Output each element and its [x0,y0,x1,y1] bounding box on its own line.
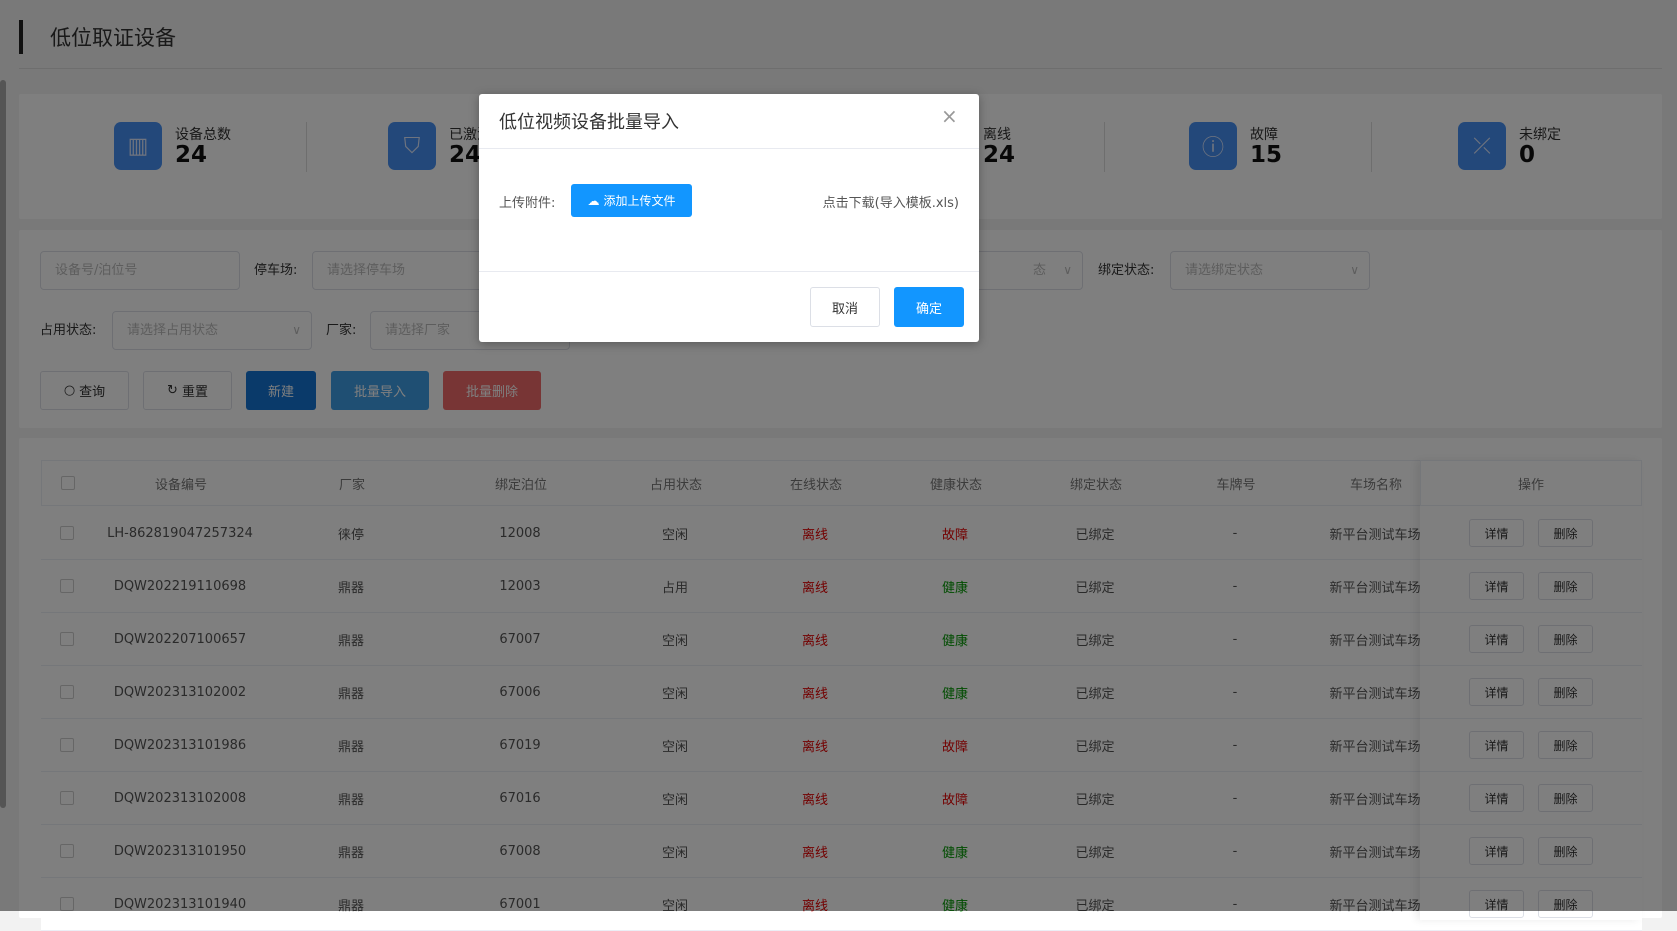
batch-import-dialog: 低位视频设备批量导入 × 上传附件: ☁ 添加上传文件 点击下载(导入模板.xls… [479,94,979,342]
upload-label: 上传附件: [499,196,556,211]
confirm-button[interactable]: 确定 [894,287,964,327]
dialog-title: 低位视频设备批量导入 [499,112,679,133]
cloud-upload-icon: ☁ [587,193,600,208]
cancel-button[interactable]: 取消 [810,287,880,327]
footer-divider [479,271,979,272]
add-upload-file-button[interactable]: ☁ 添加上传文件 [571,184,692,217]
download-template-link[interactable]: 点击下载(导入模板.xls) [822,196,959,211]
close-icon[interactable]: × [941,104,958,128]
header-divider [479,148,979,149]
upload-button-label: 添加上传文件 [603,194,676,208]
